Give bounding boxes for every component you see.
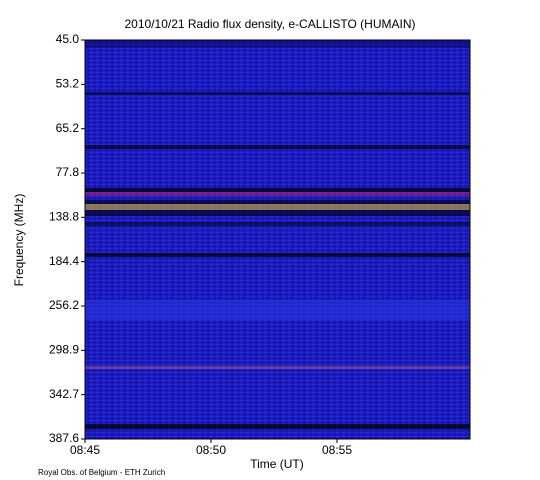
x-tick-label: 08:55 — [322, 443, 352, 457]
chart-title: 2010/10/21 Radio flux density, e-CALLIST… — [124, 17, 415, 31]
y-tick-label: 184.4 — [49, 254, 79, 268]
y-tick-label: 298.9 — [49, 343, 79, 357]
spectrogram — [85, 40, 470, 439]
y-axis-label: Frequency (MHz) — [12, 194, 26, 287]
y-tick-label: 342.7 — [49, 387, 79, 401]
y-tick-label: 65.2 — [56, 121, 80, 135]
y-tick-label: 387.6 — [49, 431, 79, 445]
plot-frame — [84, 39, 471, 440]
y-tick-label: 77.8 — [56, 165, 80, 179]
y-tick-label: 256.2 — [49, 298, 79, 312]
y-tick-label: 53.2 — [56, 77, 80, 91]
x-tick-label: 08:45 — [70, 443, 100, 457]
x-tick-label: 08:50 — [196, 443, 226, 457]
y-tick-label: 45.0 — [56, 32, 80, 46]
footer: Royal Obs. of Belgium - ETH Zurich — [38, 468, 165, 477]
x-axis-label: Time (UT) — [250, 457, 304, 471]
y-tick-label: 138.8 — [49, 210, 79, 224]
